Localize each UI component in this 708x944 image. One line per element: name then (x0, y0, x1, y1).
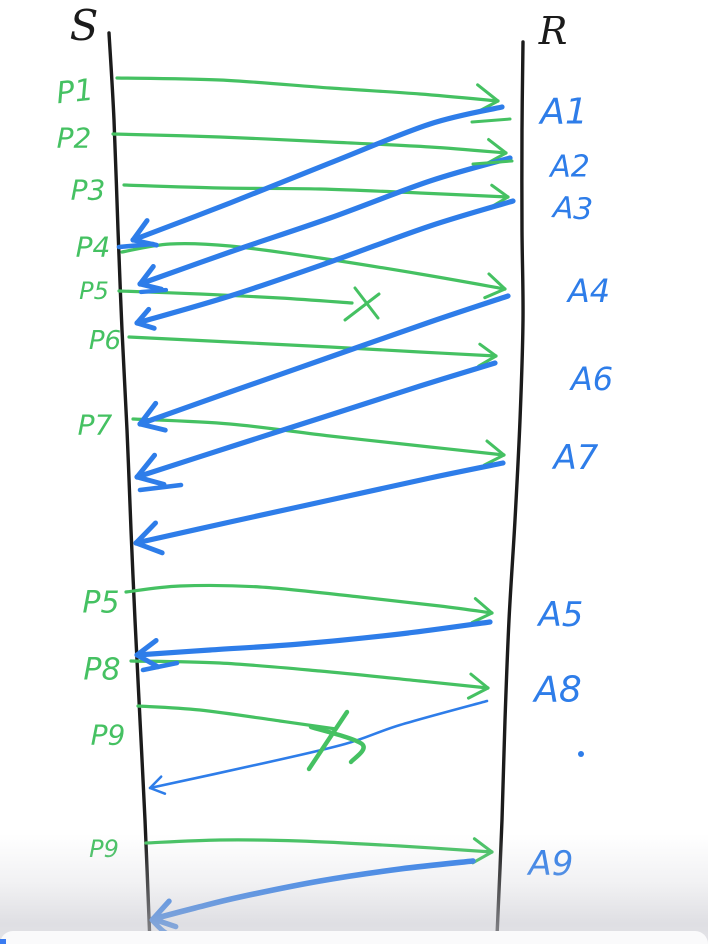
flourish-p2-arrowhead (471, 159, 514, 166)
flourish-a6-arrowhead (137, 482, 184, 493)
ack-a8-arrow (148, 699, 489, 790)
packet-p2-arrow (111, 132, 508, 155)
label-a3: A3 (550, 190, 594, 228)
packet-p7-arrow-head (482, 439, 506, 467)
label-p8: P8 (83, 653, 120, 688)
ack-a5-arrow-head (134, 638, 161, 670)
ack-a2-arrow-head (137, 264, 164, 292)
label-p5-retransmit: P5 (82, 586, 119, 621)
packet-p3-arrow (122, 183, 510, 199)
label-p6: P6 (89, 326, 121, 356)
loss-mark-p9-stroke-2 (308, 724, 366, 765)
packet-p8-arrow-head (466, 672, 490, 700)
label-p9: P9 (91, 719, 126, 752)
label-p4: P4 (76, 231, 111, 264)
label-p2: P2 (57, 122, 92, 155)
ack-a1-arrow (130, 104, 505, 243)
flourish-a1-arrowhead (116, 241, 156, 250)
ack-a2-arrow (137, 155, 513, 287)
label-p7: P7 (78, 409, 113, 442)
packet-p9-retransmit-arrow (144, 838, 494, 854)
flourish-a5-arrowhead (140, 660, 180, 673)
label-a9: A9 (527, 844, 574, 884)
receiver-lifeline (495, 40, 525, 938)
packet-p7-arrow (131, 417, 506, 457)
ack-a6-arrow (134, 360, 498, 480)
packet-p5-retransmit-arrow (124, 583, 494, 615)
sender-endpoint-label: S (70, 1, 99, 50)
packet-p1-arrow (115, 76, 500, 103)
label-a8: A8 (532, 670, 582, 711)
label-a7: A7 (552, 438, 599, 478)
label-a4: A4 (566, 272, 610, 310)
packet-p8-arrow (129, 659, 490, 690)
label-a6: A6 (569, 360, 613, 398)
packet-p6-arrow (127, 335, 498, 358)
ack-a7-arrow-head (133, 520, 165, 556)
flourish-p1-arrowhead (470, 117, 512, 124)
page-bottom-edge (0, 931, 708, 944)
ack-a3-arrow-head (134, 306, 157, 331)
sender-lifeline (107, 31, 152, 944)
packet-p9-lost-line (136, 704, 338, 731)
ink-dot (578, 751, 584, 757)
ack-a8-arrow-head (148, 775, 167, 795)
ack-a6-arrow-head (134, 452, 167, 487)
ink-layer: P1 P2 P3 P4 P5 P6 P7 P5 P8 P9 P9 A1 A2 A3 A4 A6 A7 A5 A8 A9 (55, 31, 613, 944)
label-p1: P1 (55, 73, 96, 112)
ack-a5-arrow (134, 619, 493, 658)
packet-p6-arrow-head (477, 342, 498, 368)
packet-p4-arrow (120, 241, 507, 291)
receiver-endpoint-label: R (538, 9, 568, 53)
label-p3: P3 (71, 174, 106, 207)
label-a1: A1 (538, 92, 588, 133)
flourish-a2-arrowhead (138, 287, 169, 295)
loss-mark-p5-stroke-2 (343, 292, 381, 322)
label-p5: P5 (79, 277, 109, 305)
packet-p5-retransmit-arrow-head (470, 597, 494, 625)
label-a5: A5 (537, 595, 584, 635)
ack-a7-arrow (133, 460, 506, 546)
ack-a4-arrow (137, 293, 511, 427)
ack-a3-arrow (134, 198, 516, 326)
loss-mark-p9-stroke-1 (306, 709, 350, 772)
label-p9-retransmit: P9 (89, 835, 119, 863)
ack-a4-arrow-head (137, 400, 168, 433)
label-a2: A2 (548, 150, 590, 185)
ack-a9-arrow (150, 858, 476, 922)
packet-p4-arrow-head (483, 272, 507, 300)
progress-sliver (0, 939, 6, 944)
